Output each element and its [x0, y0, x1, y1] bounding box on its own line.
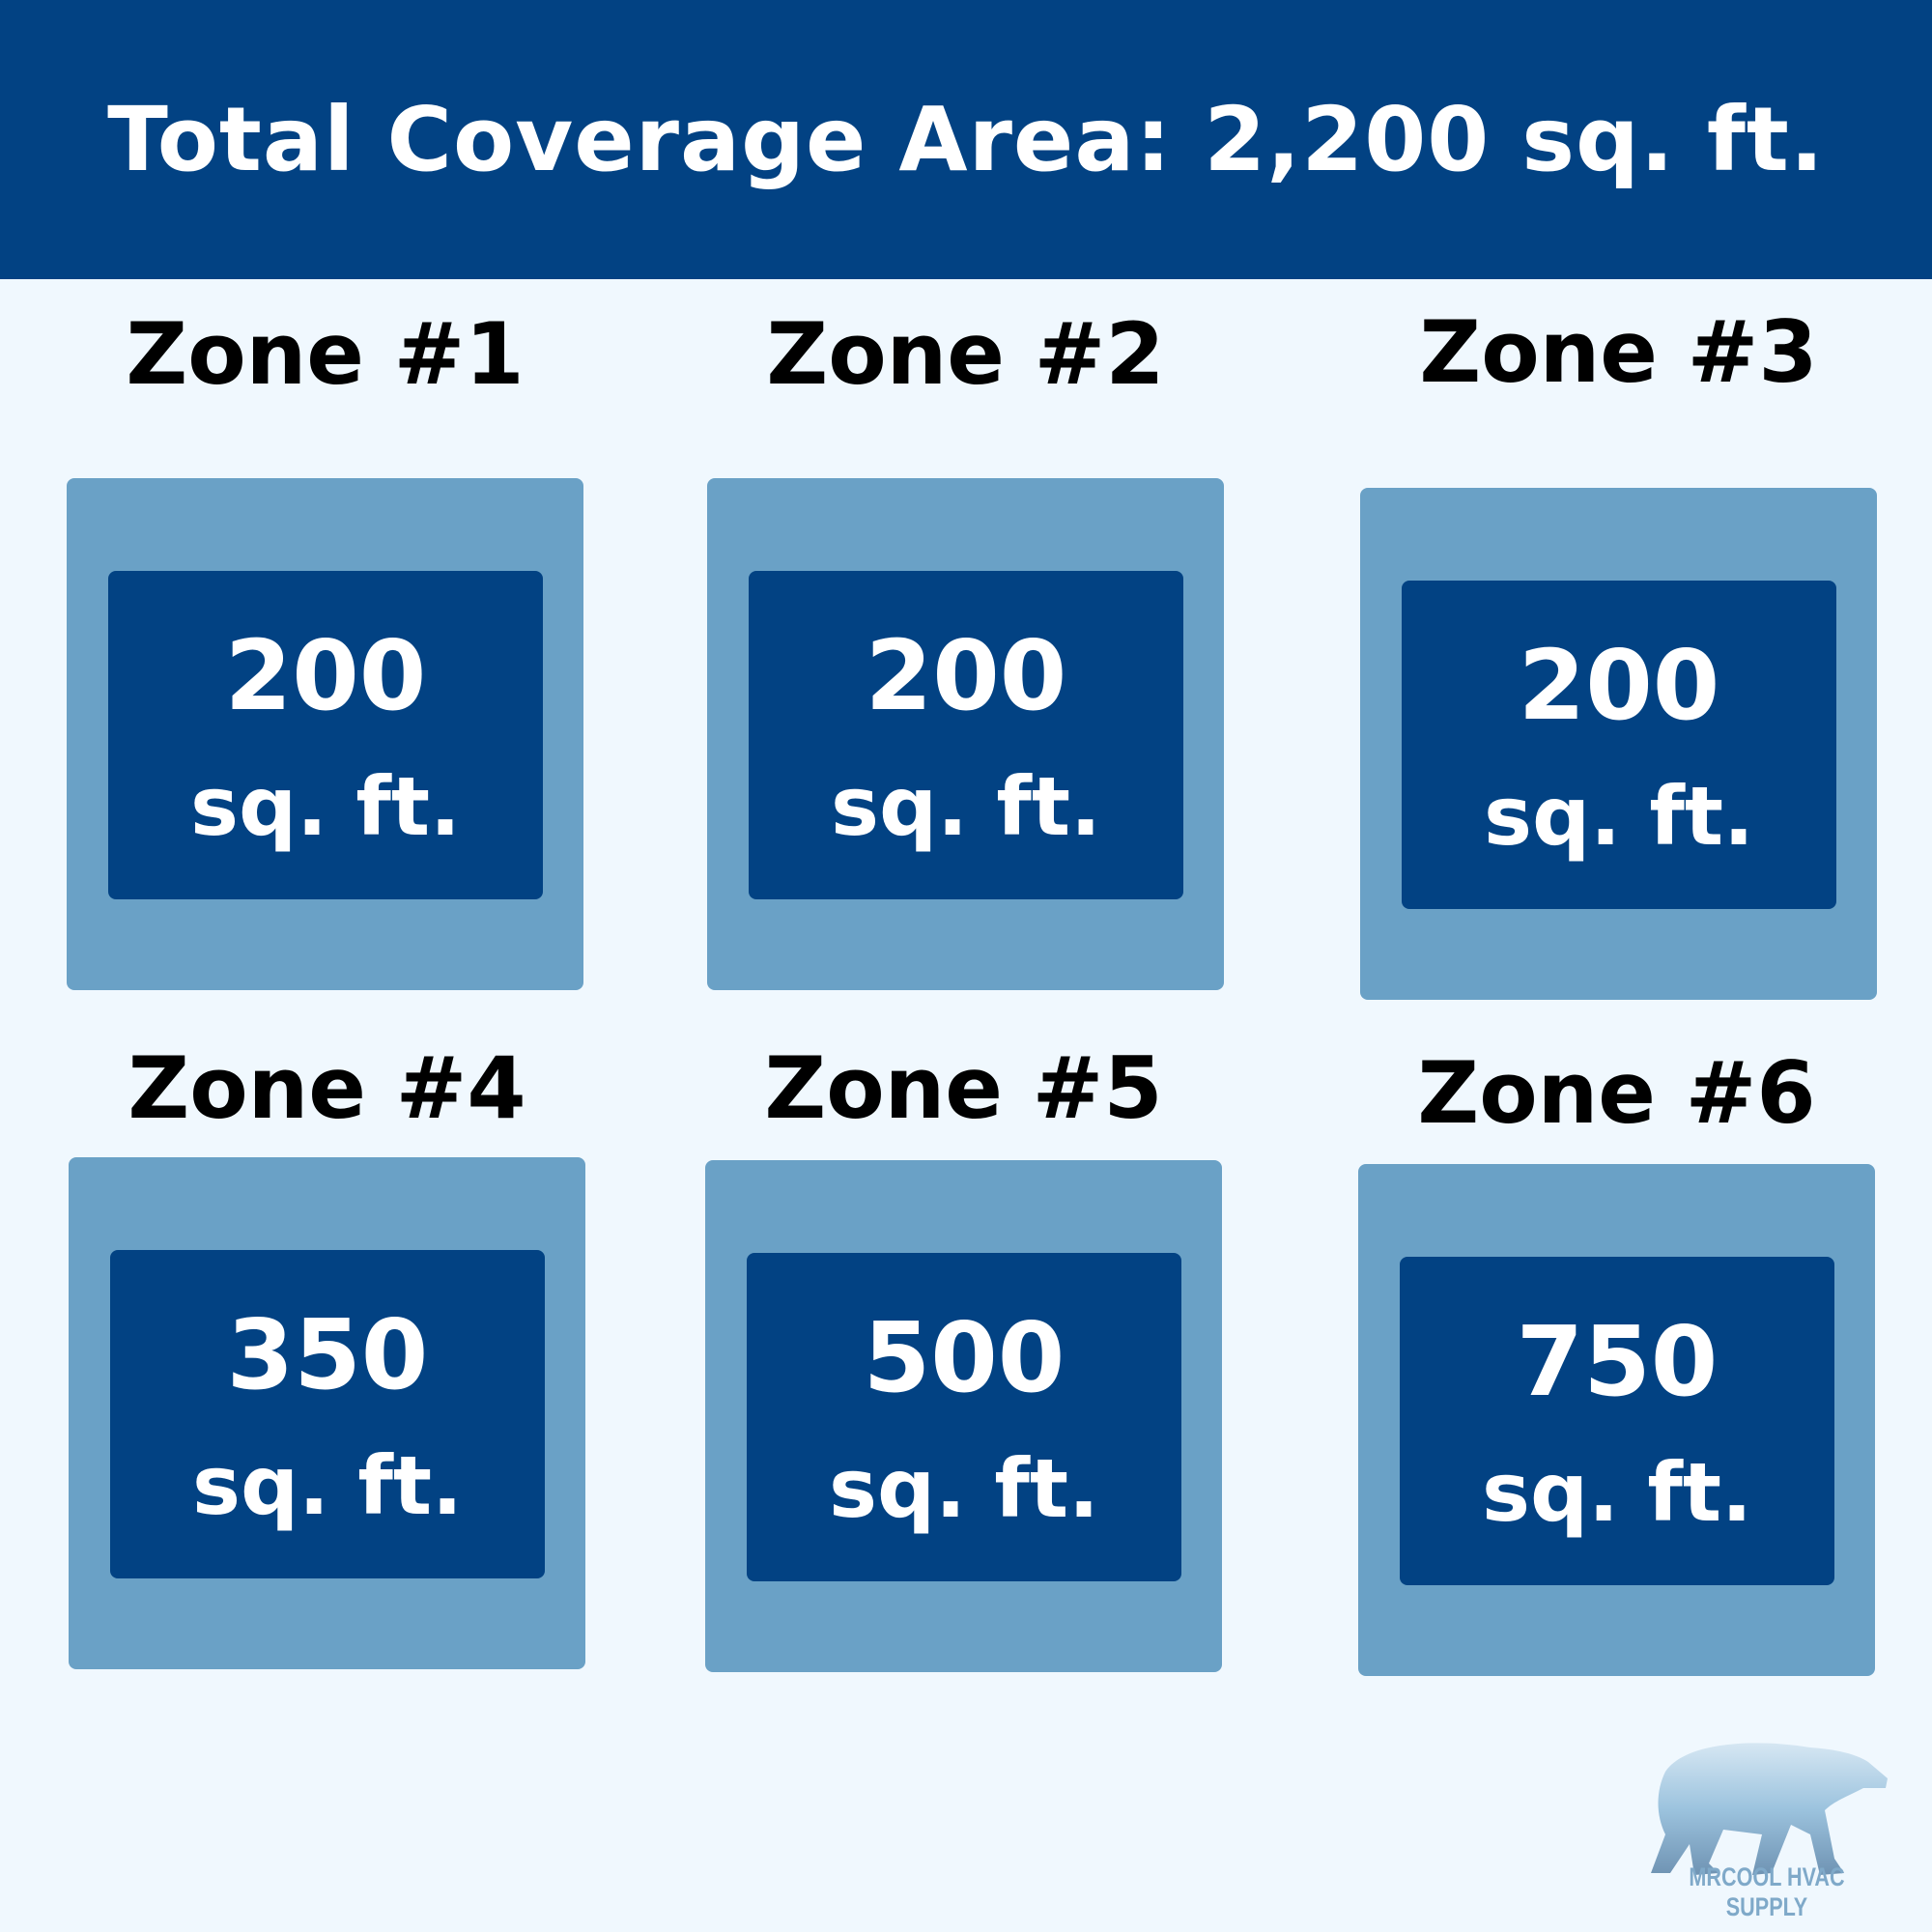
zone-outer-box: 200 sq. ft.	[1360, 488, 1877, 1000]
zone-inner-box: 200 sq. ft.	[1402, 581, 1836, 909]
zone-outer-box: 750 sq. ft.	[1358, 1164, 1875, 1676]
zone-area-value: 500	[863, 1301, 1065, 1414]
zone-label: Zone #2	[766, 304, 1165, 404]
zone-area-value: 200	[224, 619, 427, 732]
logo-text: MRCOOL HVAC SUPPLY	[1689, 1862, 1845, 1921]
zone-area-unit: sq. ft.	[190, 759, 461, 854]
zone-area-unit: sq. ft.	[1484, 769, 1754, 864]
zone-outer-box: 200 sq. ft.	[67, 478, 583, 990]
zone-area-unit: sq. ft.	[831, 759, 1101, 854]
zone-label: Zone #1	[126, 304, 525, 404]
header-banner: Total Coverage Area: 2,200 sq. ft.	[0, 0, 1932, 279]
zone-area-unit: sq. ft.	[192, 1438, 463, 1533]
zone-area-value: 750	[1516, 1305, 1719, 1418]
zone-area-value: 200	[1518, 629, 1720, 742]
zone-outer-box: 200 sq. ft.	[707, 478, 1224, 990]
polar-bear-icon	[1651, 1743, 1888, 1875]
zone-label: Zone #6	[1417, 1043, 1816, 1143]
zone-inner-box: 200 sq. ft.	[749, 571, 1183, 899]
zone-inner-box: 500 sq. ft.	[747, 1253, 1181, 1581]
zone-inner-box: 200 sq. ft.	[108, 571, 543, 899]
zone-outer-box: 350 sq. ft.	[69, 1157, 585, 1669]
zone-area-unit: sq. ft.	[1482, 1445, 1752, 1540]
zone-area-unit: sq. ft.	[829, 1441, 1099, 1536]
zone-area-value: 200	[865, 619, 1067, 732]
zone-area-value: 350	[226, 1298, 429, 1411]
zone-label: Zone #4	[128, 1038, 526, 1138]
zone-outer-box: 500 sq. ft.	[705, 1160, 1222, 1672]
zone-label: Zone #5	[764, 1038, 1163, 1138]
zone-inner-box: 350 sq. ft.	[110, 1250, 545, 1578]
zone-label: Zone #3	[1419, 302, 1818, 402]
page-title: Total Coverage Area: 2,200 sq. ft.	[107, 88, 1825, 191]
brand-logo: MRCOOL HVAC SUPPLY	[1627, 1719, 1907, 1926]
zone-inner-box: 750 sq. ft.	[1400, 1257, 1834, 1585]
